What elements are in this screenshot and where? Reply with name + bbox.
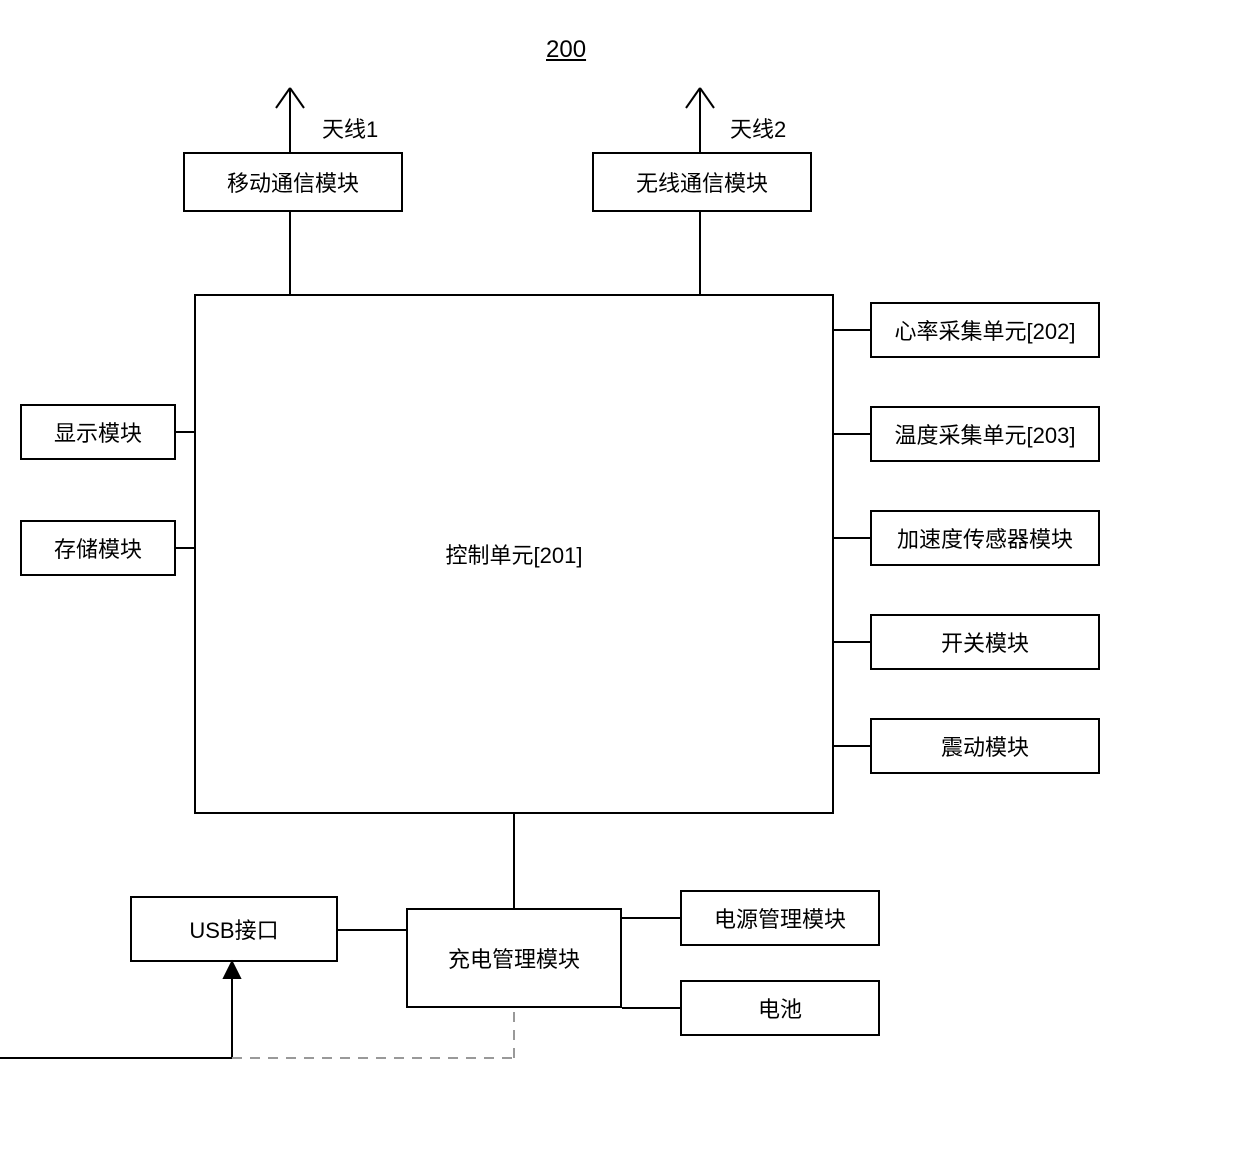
- antenna1-icon: [276, 88, 304, 152]
- heart-rate-box: 心率采集单元[202]: [870, 302, 1100, 358]
- switch-module-box: 开关模块: [870, 614, 1100, 670]
- display-module-box: 显示模块: [20, 404, 176, 460]
- storage-module-box: 存储模块: [20, 520, 176, 576]
- diagram-canvas: 200 天线1 天线2 移动通信模块 无线通信模块 控制单元[201] 显示模块…: [0, 0, 1240, 1154]
- usb-box: USB接口: [130, 896, 338, 962]
- power-mgmt-box: 电源管理模块: [680, 890, 880, 946]
- accelerometer-box: 加速度传感器模块: [870, 510, 1100, 566]
- wireless-comm-box: 无线通信模块: [592, 152, 812, 212]
- mobile-comm-box: 移动通信模块: [183, 152, 403, 212]
- antenna2-label: 天线2: [730, 112, 786, 144]
- antenna2-icon: [686, 88, 714, 152]
- antenna1-label: 天线1: [322, 112, 378, 144]
- input-arrow: [0, 962, 240, 1058]
- diagram-title: 200: [546, 36, 586, 64]
- dashed-connector: [232, 1008, 514, 1058]
- vibration-box: 震动模块: [870, 718, 1100, 774]
- battery-box: 电池: [680, 980, 880, 1036]
- charging-box: 充电管理模块: [406, 908, 622, 1008]
- temperature-box: 温度采集单元[203]: [870, 406, 1100, 462]
- control-unit-box: 控制单元[201]: [194, 294, 834, 814]
